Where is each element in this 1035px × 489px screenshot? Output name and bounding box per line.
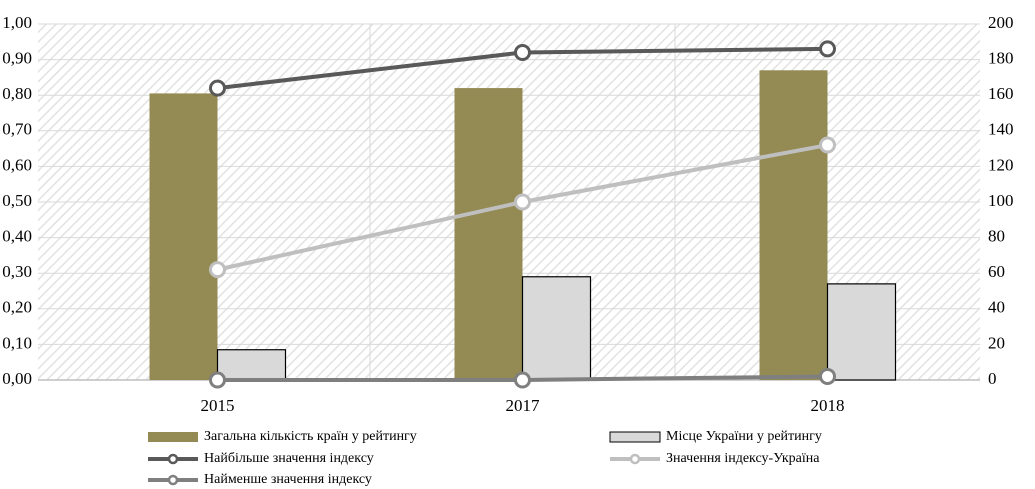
legend-swatch bbox=[609, 431, 661, 443]
bar bbox=[216, 349, 287, 381]
bar bbox=[454, 88, 523, 380]
y-tick-label: 0,70 bbox=[2, 120, 32, 139]
y-tick-label: 0,10 bbox=[2, 333, 32, 352]
legend-marker bbox=[629, 453, 641, 465]
legend-marker bbox=[167, 474, 179, 486]
x-tick-label: 2017 bbox=[506, 396, 541, 415]
y2-tick-label: 100 bbox=[988, 191, 1014, 210]
y-tick-label: 1,00 bbox=[2, 13, 32, 32]
y-tick-label: 0,50 bbox=[2, 191, 32, 210]
y2-tick-label: 160 bbox=[988, 84, 1014, 103]
legend-label: Загальна кількість країн у рейтингу bbox=[204, 429, 417, 444]
bar bbox=[149, 93, 218, 381]
y2-tick-label: 120 bbox=[988, 155, 1014, 174]
y2-tick-label: 0 bbox=[988, 369, 997, 388]
bar bbox=[826, 283, 897, 381]
y-tick-label: 0,80 bbox=[2, 84, 32, 103]
y-tick-label: 0,30 bbox=[2, 262, 32, 281]
marker bbox=[819, 40, 836, 58]
y2-tick-label: 140 bbox=[988, 120, 1014, 139]
y2-tick-label: 60 bbox=[988, 262, 1005, 281]
marker bbox=[209, 371, 226, 389]
x-tick-label: 2018 bbox=[811, 396, 845, 415]
legend-label: Найменше значення індексу bbox=[204, 472, 372, 487]
y2-tick-label: 180 bbox=[988, 49, 1014, 68]
bar bbox=[521, 276, 592, 381]
legend-marker bbox=[167, 453, 179, 465]
marker bbox=[819, 136, 836, 154]
legend-label: Найбільше значення індексу bbox=[204, 451, 374, 466]
y2-tick-label: 200 bbox=[988, 13, 1014, 32]
marker bbox=[514, 371, 531, 389]
y-tick-label: 0,90 bbox=[2, 49, 32, 68]
y2-tick-label: 40 bbox=[988, 298, 1005, 317]
x-tick-label: 2015 bbox=[201, 396, 235, 415]
marker bbox=[819, 367, 836, 385]
marker bbox=[209, 261, 226, 279]
legend-swatch bbox=[148, 432, 198, 442]
marker bbox=[514, 43, 531, 61]
y-tick-label: 0,60 bbox=[2, 155, 32, 174]
y-tick-label: 0,00 bbox=[2, 369, 32, 388]
bar bbox=[759, 70, 828, 380]
legend-label: Місце України у рейтингу bbox=[666, 429, 822, 444]
marker bbox=[209, 79, 226, 97]
legend-label: Значення індексу-Україна bbox=[666, 451, 820, 466]
y-tick-label: 0,20 bbox=[2, 298, 32, 317]
y-tick-label: 0,40 bbox=[2, 227, 32, 246]
y2-tick-label: 20 bbox=[988, 333, 1005, 352]
marker bbox=[514, 193, 531, 211]
y2-tick-label: 80 bbox=[988, 227, 1005, 246]
